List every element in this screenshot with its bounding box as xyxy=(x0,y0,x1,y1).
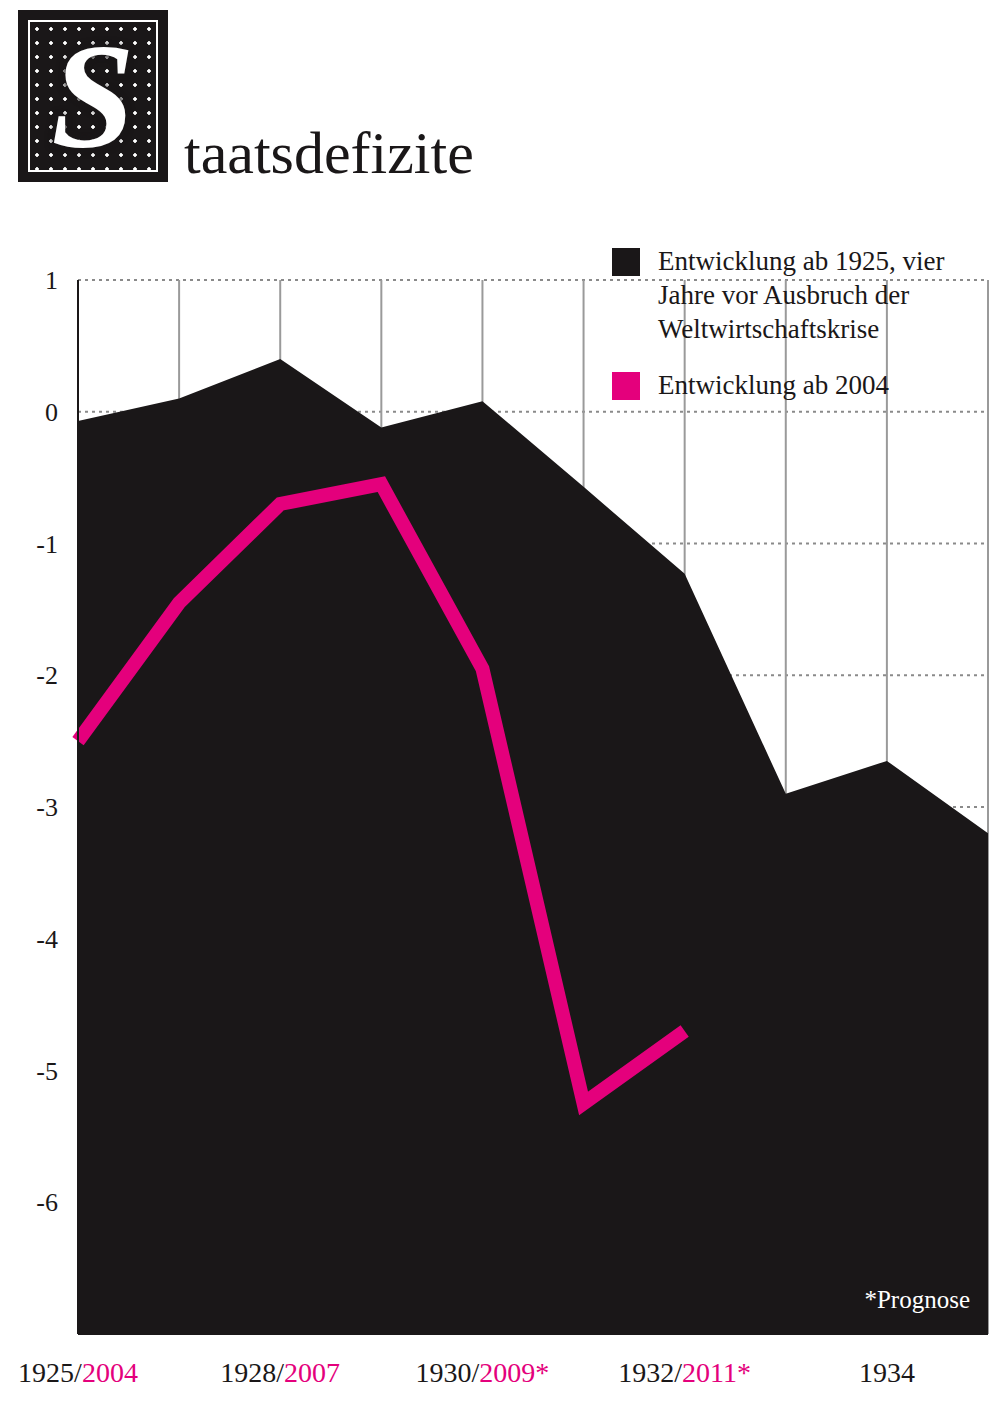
svg-text:1928/2007: 1928/2007 xyxy=(220,1357,340,1388)
html-text:S: S xyxy=(51,13,135,179)
html-text:Entwicklung ab 2004: Entwicklung ab 2004 xyxy=(658,370,889,400)
svg-text:1934: 1934 xyxy=(859,1357,915,1388)
svg-text:1: 1 xyxy=(45,266,58,295)
html-text:*Prognose: *Prognose xyxy=(864,1286,970,1313)
html-text:taatsdefizite: taatsdefizite xyxy=(184,120,474,186)
svg-text:-2: -2 xyxy=(36,661,58,690)
svg-text:0: 0 xyxy=(45,398,58,427)
svg-text:-1: -1 xyxy=(36,530,58,559)
svg-text:-5: -5 xyxy=(36,1057,58,1086)
svg-text:1932/2011*: 1932/2011* xyxy=(618,1357,751,1388)
svg-text:-4: -4 xyxy=(36,925,58,954)
svg-text:-3: -3 xyxy=(36,793,58,822)
svg-text:1930/2009*: 1930/2009* xyxy=(416,1357,550,1388)
svg-text:1925/2004: 1925/2004 xyxy=(18,1357,138,1388)
html-text:Entwicklung ab 1925, vier Jahr: Entwicklung ab 1925, vier Jahre vor Ausb… xyxy=(658,246,945,344)
svg-text:-6: -6 xyxy=(36,1188,58,1217)
